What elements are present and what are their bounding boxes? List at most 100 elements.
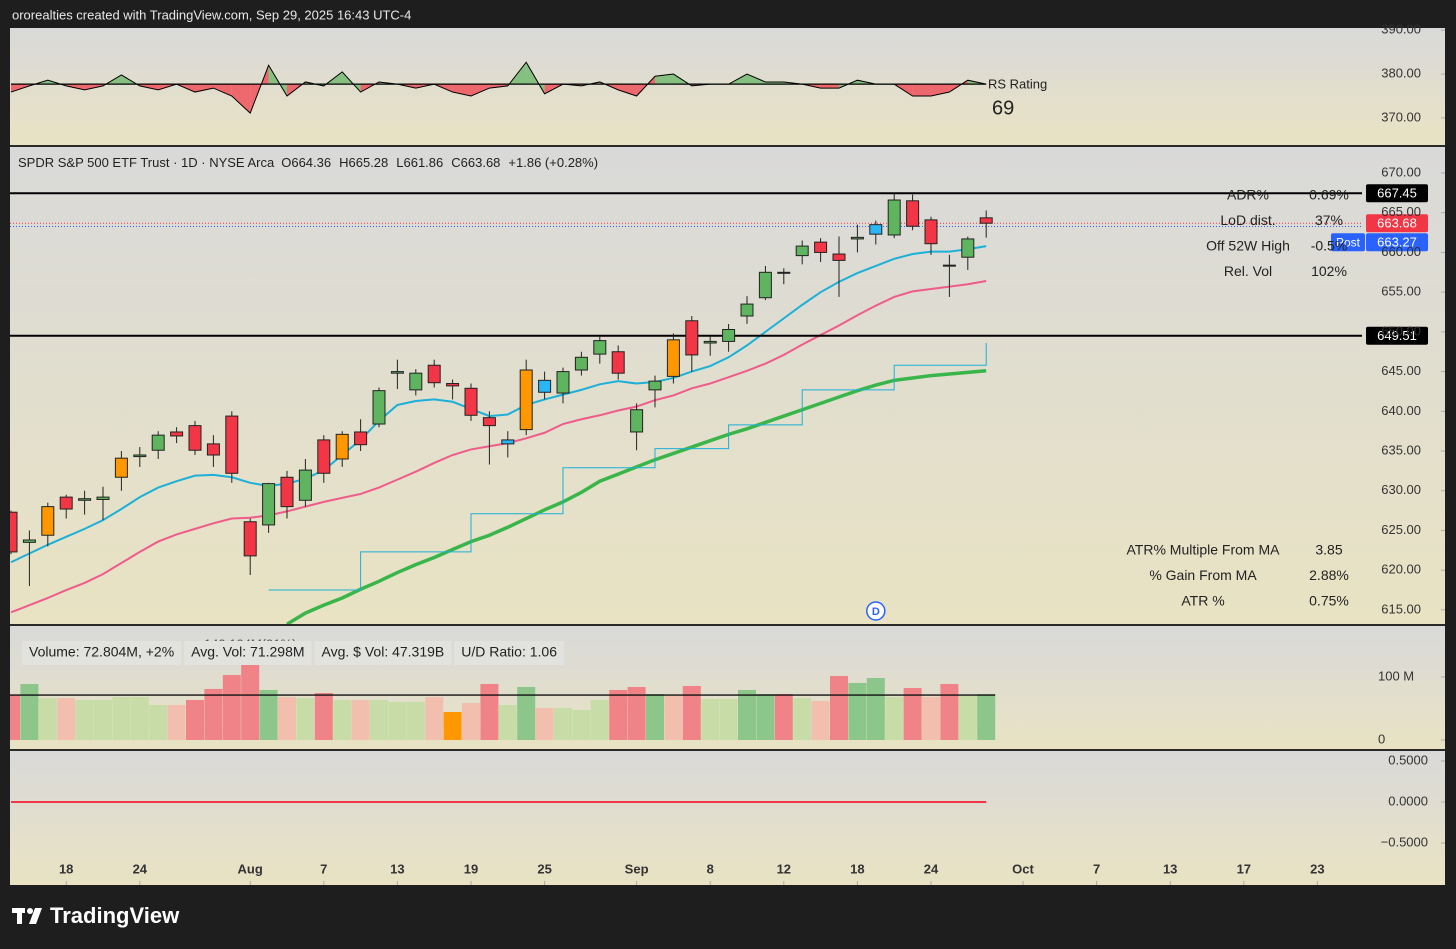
info-box: [22, 641, 182, 665]
info-box: [184, 641, 312, 665]
candle-body: [206, 443, 220, 456]
x-tick-label: 7: [1093, 861, 1100, 876]
logo-part: [29, 908, 42, 924]
candle-body: [961, 238, 975, 258]
candle-body: [777, 271, 791, 274]
dividend-label: D: [872, 606, 880, 618]
info-text: Avg. Vol: 71.298M: [191, 644, 304, 660]
volume-bar: [756, 693, 775, 740]
moving-average: [10, 280, 987, 614]
x-tick-label: 13: [1163, 861, 1177, 876]
rs-fill: [912, 84, 931, 96]
rs-fill: [231, 84, 251, 114]
volume-bar: [10, 694, 20, 740]
y-tick-label: 635.00: [1381, 442, 1421, 457]
volume-bar: [774, 693, 793, 740]
price-label-box: [1366, 233, 1428, 252]
stat-label: ADR%: [1227, 187, 1269, 203]
info-box: [454, 641, 564, 665]
y-tick-label: 670.00: [1381, 164, 1421, 179]
candle-body: [850, 236, 864, 240]
y-tick-label: 390.00: [1381, 22, 1421, 37]
volume-bar: [425, 696, 444, 740]
volume-bar: [314, 692, 333, 740]
rs-fill: [820, 84, 839, 89]
y-tick-label: 0.5000: [1388, 752, 1428, 767]
x-tick-label: 23: [1310, 861, 1324, 876]
volume-bar: [167, 704, 186, 740]
x-tick-label: 12: [777, 861, 791, 876]
candle-body: [648, 380, 662, 391]
x-tick-label: 25: [537, 861, 551, 876]
stat-label: LoD dist.: [1220, 212, 1275, 228]
panel-candlestick: D: [10, 192, 1362, 625]
volume-bar: [149, 704, 168, 740]
rs-fill: [599, 81, 619, 90]
volume-bar: [480, 683, 499, 740]
volume-bar: [609, 689, 628, 740]
volume-bar: [646, 693, 664, 740]
volume-bar: [351, 699, 370, 740]
stat-label: Off 52W High: [1206, 238, 1290, 254]
x-tick-label: Oct: [1012, 861, 1034, 876]
volume-bar: [462, 702, 480, 740]
x-tick-label: Aug: [238, 861, 263, 876]
candle-body: [574, 356, 588, 371]
candle-body: [611, 351, 625, 374]
y-tick-label: 0.0000: [1388, 793, 1428, 808]
moving-average: [268, 343, 987, 591]
price-label: 667.45: [1377, 186, 1417, 201]
candle-body: [979, 217, 993, 224]
tradingview-logo: [12, 908, 42, 924]
volume-bar: [296, 697, 315, 740]
x-tick-label: Sep: [625, 861, 649, 876]
volume-bar: [885, 696, 904, 740]
candle-body: [482, 417, 496, 427]
y-tick-label: 630.00: [1381, 482, 1421, 497]
volume-bar: [75, 699, 94, 740]
x-tick-label: 18: [59, 861, 73, 876]
x-tick-label: 13: [390, 861, 404, 876]
candle-body: [758, 271, 772, 299]
price-tag-box: [1331, 233, 1365, 252]
candle-body: [10, 511, 18, 553]
logo-part: [27, 908, 33, 914]
x-tick-label: 24: [133, 861, 148, 876]
symbol-line: SPDR S&P 500 ETF Trust · 1D · NYSE Arca O…: [18, 155, 598, 170]
candle-body: [685, 320, 699, 356]
volume-bar: [388, 701, 407, 740]
volume-bar: [498, 704, 517, 740]
volume-bar: [517, 686, 536, 740]
rs-fill: [471, 84, 490, 96]
candle-body: [78, 498, 92, 501]
ma-stat-value: 2.88%: [1309, 567, 1349, 583]
candle-body: [41, 506, 55, 536]
volume-bar: [682, 685, 701, 740]
candle-body: [298, 469, 312, 501]
x-tick-label: 19: [464, 861, 478, 876]
candle-body: [262, 483, 276, 526]
y-tick-label: 380.00: [1381, 65, 1421, 80]
price-label-box: [1366, 326, 1428, 345]
footer-logo-text: TradingView: [50, 903, 180, 928]
volume-bar: [443, 712, 462, 740]
volume-bar: [130, 696, 149, 740]
price-label: 649.51: [1377, 328, 1417, 343]
candle-body: [427, 364, 441, 384]
ma-stat-label: % Gain From MA: [1149, 567, 1257, 583]
symbol-title: SPDR S&P 500 ETF Trust · 1D · NYSE Arca: [18, 155, 275, 170]
stat-value: -0.5%: [1311, 238, 1348, 254]
volume-bar: [241, 651, 260, 740]
candle-body: [887, 199, 901, 236]
volume-bar: [701, 698, 720, 740]
x-tick-label: 7: [320, 861, 327, 876]
volume-bar: [278, 696, 296, 740]
y-tick-label: 640.00: [1381, 403, 1421, 418]
candle-body: [501, 439, 515, 445]
volume-bar: [38, 697, 57, 740]
volume-bar: [572, 709, 591, 740]
logo-part: [17, 908, 22, 924]
y-tick-label: 370.00: [1381, 109, 1421, 124]
candle-body: [832, 253, 846, 261]
